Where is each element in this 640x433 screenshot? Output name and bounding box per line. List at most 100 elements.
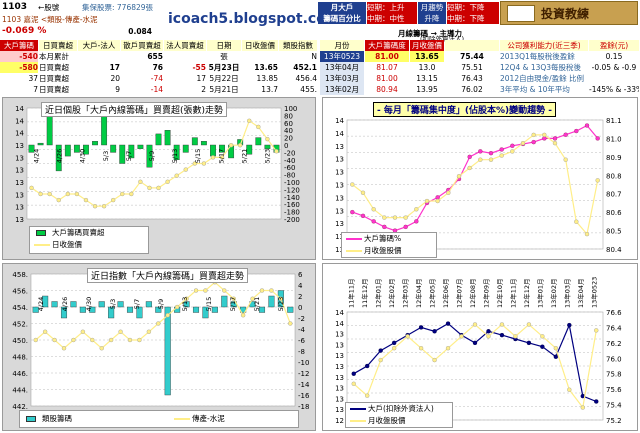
chart3-yright-tick-7: 75.2 [606, 417, 622, 425]
chart2-yleft-tick-4: 450. [12, 337, 28, 345]
col-head-date: 日期 [207, 40, 241, 51]
month-trend-label: 月趨勢 [418, 2, 446, 13]
chart2-yright-tick-2: 2 [298, 293, 302, 301]
chart3-xcat-12: 12年11月 [508, 278, 517, 308]
chart1-yright-tick-5: 80.6 [606, 209, 622, 217]
chart0-bar-0 [28, 144, 35, 153]
chart1-yleft-tick-1: 14 [335, 130, 344, 138]
chart2-point-0-25 [269, 288, 274, 293]
chart0-bar-6 [83, 144, 89, 155]
chart3-point-0-6 [432, 329, 437, 334]
chart0-yright-tick-9: -80 [284, 172, 295, 180]
site-title[interactable]: icoach5.blogspot.com [168, 11, 318, 27]
rise-label: 升降 [418, 13, 446, 24]
chart1-yleft-tick-10: 13 [335, 246, 344, 254]
chart3-yleft-tick-9: 13 [335, 406, 344, 414]
chart2-xtick-1: 4/26 [61, 297, 69, 312]
chart2-yright-tick-0: 6 [298, 271, 303, 279]
chart1-legend: 大戶籌碼% 月收盤股價 [341, 232, 437, 258]
chart1-point-1-5 [403, 215, 408, 220]
rcol-head-close: 月收盤價 [410, 40, 444, 51]
brand-logo-icon [507, 5, 535, 22]
chart1-legend-yellow: 月收盤股價 [342, 245, 436, 257]
rrow3-close: 13.95 [416, 85, 438, 94]
chart0-bar-17 [182, 144, 189, 153]
chart2-bar-5 [79, 306, 86, 313]
chart3-point-1-15 [553, 345, 559, 351]
chart3-xcat-16: 13年03月 [562, 278, 571, 308]
chart3-xcat-11: 12年10月 [495, 278, 504, 308]
chart1-point-1-4 [392, 215, 398, 220]
chart2-bar-10 [126, 306, 134, 313]
chart2-point-0-2 [52, 337, 57, 343]
chart0-point-0-19 [201, 161, 207, 166]
chart2-point-0-17 [193, 288, 199, 293]
chart0-bar-15 [164, 130, 171, 146]
col-head-inst: 法人買賣超 [164, 40, 206, 51]
col-head-bigminus: 大戶-法人 [78, 40, 120, 51]
chart3-yleft-tick-1: 14 [335, 320, 344, 328]
chart2-bar-24 [258, 306, 266, 313]
chart1-yleft-tick-5: 13 [335, 182, 344, 190]
chart2-yright-tick-7: -8 [298, 348, 305, 356]
chart3-yleft-tick-2: 13 [335, 331, 344, 339]
row2-retail: -74 [150, 74, 163, 83]
chart3-legend-navy-label: 大戶(扣除外資法人) [368, 404, 434, 413]
chart1-point-1-15 [510, 149, 515, 154]
rrow2-close: 13.15 [416, 74, 438, 83]
chart2-yleft-tick-7: 444. [12, 387, 28, 395]
chart0-point-0-23 [237, 143, 243, 148]
chart0-line-0 [31, 119, 277, 207]
chart0-bar-8 [101, 115, 108, 146]
rcol-head-blank [445, 40, 499, 51]
chart2-bar-9 [117, 301, 124, 308]
chart1-yleft-tick-9: 13 [335, 233, 344, 241]
chart2-xtick-9: 5/21 [253, 297, 261, 312]
chart0-point-0-3 [56, 197, 61, 203]
chart1-yleft-tick-3: 13 [335, 156, 344, 164]
chart3-xcat-6: 12年05月 [428, 278, 437, 308]
chart3-yleft-tick-6: 13 [335, 374, 344, 382]
chart2-yright-tick-9: -12 [298, 370, 309, 378]
chart3-yright-tick-0: 76.6 [606, 309, 622, 317]
chart0-xtick-10: 5/23 [263, 149, 271, 164]
chart2-yleft-tick-8: 442. [12, 403, 28, 411]
col-head-index: 類股指數 [279, 40, 317, 51]
chart3-xcat-10: 12年09月 [481, 278, 490, 308]
chart0-point-0-15 [165, 179, 170, 184]
chart3-yright-tick-3: 76.0 [606, 355, 622, 363]
chart0-yright-tick-1: 80 [284, 112, 293, 120]
chart1-point-1-10 [456, 174, 462, 179]
stock-name: 1103 嘉泥 <類股-傳產-水泥 [2, 15, 98, 24]
chart1-point-0-3 [382, 224, 387, 230]
chart1-point-1-2 [371, 207, 376, 212]
chart3-xcat-7: 12年06月 [441, 278, 450, 308]
chart0-point-0-16 [174, 173, 179, 178]
chart1-point-1-9 [446, 190, 451, 195]
stock-code[interactable]: 1103 [2, 2, 28, 12]
chart3-point-1-7 [445, 345, 451, 351]
chart0-point-0-20 [210, 155, 216, 160]
chart2-bar-14 [164, 306, 171, 396]
chart0-point-0-4 [65, 191, 71, 197]
stock-nav-link[interactable]: ←股號 [38, 3, 60, 12]
row3-close: 13.7 [261, 85, 278, 94]
chart0-point-0-21 [219, 155, 225, 160]
chart1-point-0-12 [478, 149, 483, 154]
chart2-legend-bar-label: 類股籌碼 [42, 414, 72, 423]
rrow1-chip: 81.07 [376, 63, 398, 72]
chart1-point-1-18 [542, 132, 547, 138]
chart0-yleft-tick-8: 13 [15, 204, 24, 212]
chart0-xtick-3: 5/3 [102, 151, 110, 161]
chart1-point-0-19 [552, 136, 558, 141]
chart0-xtick-0: 4/24 [33, 149, 41, 164]
chart2-yleft-tick-6: 446. [12, 370, 28, 378]
chart2-xtick-5: 5/9 [157, 299, 165, 309]
chart3-point-1-0 [351, 381, 356, 387]
row1-inst: -55 [192, 63, 206, 72]
legend-swatch-yellow2 [346, 250, 362, 252]
chart0-point-0-7 [92, 203, 98, 209]
chart2-yright-tick-12: -18 [298, 403, 309, 411]
chart3-point-1-6 [432, 357, 437, 363]
rrow2-eps [589, 73, 639, 84]
